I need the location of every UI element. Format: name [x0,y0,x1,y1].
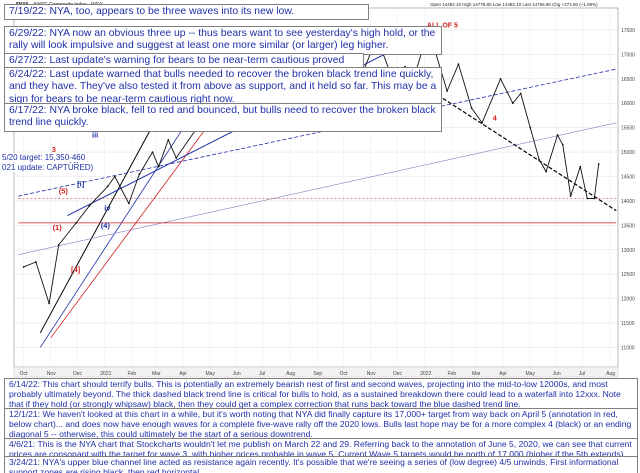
price-point [75,222,78,224]
top-note-3: 6/24/22: Last update warned that bulls n… [4,67,442,108]
x-tick-label: Jun [553,371,561,377]
bottom-note-0: 6/14/22: This chart should terrify bulls… [4,378,638,412]
price-point [138,173,141,175]
price-point [88,204,91,207]
bottom-note-1: 12/1/21: We haven't looked at this chart… [4,408,638,442]
price-point [167,138,170,141]
x-tick-label: Mar [152,371,161,377]
x-tick-label: 2022 [420,371,431,377]
price-point [446,90,448,92]
x-tick-label: Sep [313,371,322,377]
blue-mid-channel-line [18,122,617,255]
wave-label: iii [92,130,98,139]
price-point [470,107,473,110]
price-point [127,202,130,205]
x-tick-label: Dec [73,371,82,377]
thick-dashed-black-trend-line [427,88,617,212]
price-point [481,121,484,124]
x-tick-label: Jul [259,371,265,377]
price-point [57,243,60,246]
chart-header-quote: Open 14482.10 High 14778.80 Low 14482.10… [430,2,598,7]
x-tick-label: May [525,371,535,377]
price-point [48,302,50,305]
blue-lower-channel-line [39,122,188,348]
y-tick-label: 14500 [621,175,635,181]
wave-label: iv [104,204,111,213]
wave-label: ALL OF 5 [427,23,458,30]
wave-label: (1) [53,223,63,232]
wave-label: [i] [77,179,85,188]
price-point [519,92,522,95]
y-tick-label: 17500 [621,28,635,34]
x-tick-label: Nov [367,371,376,377]
wave-label: 3 [52,145,56,154]
target-label: 5/20 target: 15,350-460 [0,153,88,162]
x-tick-label: Aug [606,371,615,377]
price-point [175,157,178,159]
price-point [561,143,564,146]
price-point [113,175,116,178]
price-point [35,261,37,263]
x-tick-label: Feb [447,371,456,377]
red-rising-trend-line [50,112,218,338]
price-point [529,126,532,129]
price-point [579,165,582,168]
price-point [151,151,154,153]
y-axis-tick-labels: 11000 11500 12000 12500 13000 13500 14000 14500… [621,28,635,351]
price-point [569,195,572,197]
y-tick-label: 17000 [621,52,635,58]
x-tick-label: 2021 [100,371,111,377]
y-tick-label: 15000 [621,150,635,156]
price-point [157,165,160,168]
y-tick-label: 12500 [621,272,635,278]
x-tick-label: Apr [179,371,187,377]
y-tick-label: 14000 [621,199,635,205]
x-tick-label: Mar [472,371,481,377]
y-tick-label: 11000 [621,345,635,351]
x-tick-label: Jun [233,371,241,377]
price-point [586,197,589,200]
x-tick-label: Aug [286,371,295,377]
y-tick-label: 16000 [621,101,635,107]
top-note-4: 6/17/22: NYA broke black, fell to red an… [4,103,442,132]
price-point [545,170,548,173]
wave-label: 4 [493,113,498,122]
wave-label: [4] [71,265,81,274]
x-tick-label: Oct [20,371,28,377]
price-point [22,265,25,268]
price-point [106,185,109,188]
x-tick-label: Oct [340,371,348,377]
price-point [593,197,596,200]
price-point [499,77,502,80]
price-point [556,134,559,136]
price-point [511,102,514,105]
wave-label: (5) [59,187,69,196]
x-tick-label: Dec [393,371,402,377]
y-tick-label: 15500 [621,126,635,132]
volume-panel [13,366,619,378]
x-tick-label: Jul [579,371,585,377]
price-point [457,63,460,66]
price-point [538,158,541,161]
x-tick-label: Feb [127,371,136,377]
captured-label: 021 update: CAPTURED) [0,163,96,172]
price-point [597,163,600,165]
y-tick-label: 11500 [621,321,635,327]
top-note-0: 7/19/22: NYA, too, appears to be three w… [4,4,369,21]
y-tick-label: 16500 [621,77,635,83]
y-tick-label: 12000 [621,297,635,303]
x-tick-label: Nov [47,371,56,377]
y-tick-label: 13000 [621,248,635,254]
top-note-1: 6/29/22: NYA now an obvious three up -- … [4,26,442,55]
y-tick-label: 13500 [621,223,635,229]
x-tick-label: Apr [499,371,507,377]
x-tick-label: May [205,371,215,377]
wave-label: (4) [101,221,111,230]
bottom-note-3: 3/24/21: NYA's upper blue channel line a… [4,456,638,473]
x-axis-tick-labels: Oct Nov Dec 2021 Feb Mar Apr May Jun Jul Aug Sep Oct… [20,371,616,377]
